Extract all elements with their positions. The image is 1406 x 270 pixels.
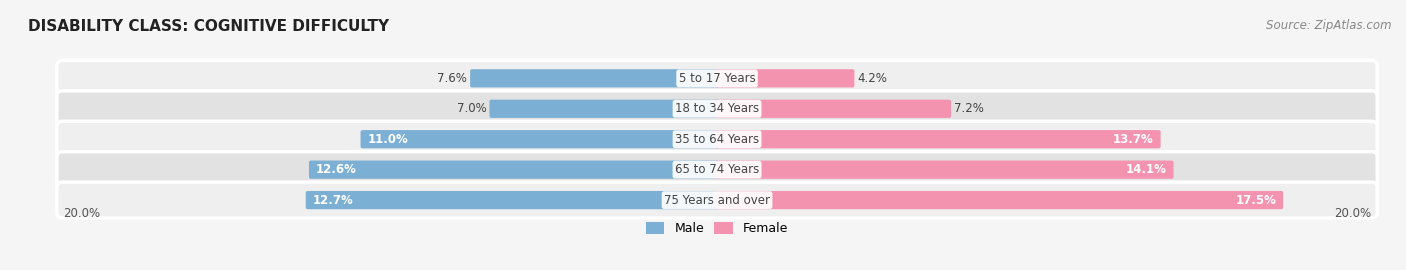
Text: 7.2%: 7.2% xyxy=(955,102,984,115)
Text: Source: ZipAtlas.com: Source: ZipAtlas.com xyxy=(1267,19,1392,32)
Text: 14.1%: 14.1% xyxy=(1126,163,1167,176)
FancyBboxPatch shape xyxy=(360,130,718,148)
Text: 65 to 74 Years: 65 to 74 Years xyxy=(675,163,759,176)
FancyBboxPatch shape xyxy=(716,161,1174,179)
Text: 12.7%: 12.7% xyxy=(312,194,353,207)
Text: 13.7%: 13.7% xyxy=(1114,133,1154,146)
FancyBboxPatch shape xyxy=(56,152,1378,188)
FancyBboxPatch shape xyxy=(716,69,855,87)
Text: 5 to 17 Years: 5 to 17 Years xyxy=(679,72,755,85)
FancyBboxPatch shape xyxy=(470,69,718,87)
FancyBboxPatch shape xyxy=(716,130,1160,148)
Text: 20.0%: 20.0% xyxy=(1334,207,1371,220)
FancyBboxPatch shape xyxy=(716,191,1284,209)
FancyBboxPatch shape xyxy=(56,91,1378,127)
Text: 7.6%: 7.6% xyxy=(437,72,467,85)
FancyBboxPatch shape xyxy=(56,182,1378,218)
Text: 75 Years and over: 75 Years and over xyxy=(664,194,770,207)
Text: DISABILITY CLASS: COGNITIVE DIFFICULTY: DISABILITY CLASS: COGNITIVE DIFFICULTY xyxy=(28,19,389,34)
Text: 4.2%: 4.2% xyxy=(858,72,887,85)
Text: 17.5%: 17.5% xyxy=(1236,194,1277,207)
FancyBboxPatch shape xyxy=(56,121,1378,157)
FancyBboxPatch shape xyxy=(305,191,718,209)
FancyBboxPatch shape xyxy=(716,100,950,118)
FancyBboxPatch shape xyxy=(489,100,718,118)
FancyBboxPatch shape xyxy=(56,60,1378,96)
Text: 7.0%: 7.0% xyxy=(457,102,486,115)
FancyBboxPatch shape xyxy=(309,161,718,179)
Text: 35 to 64 Years: 35 to 64 Years xyxy=(675,133,759,146)
Text: 12.6%: 12.6% xyxy=(316,163,357,176)
Text: 18 to 34 Years: 18 to 34 Years xyxy=(675,102,759,115)
Text: 11.0%: 11.0% xyxy=(367,133,408,146)
Text: 20.0%: 20.0% xyxy=(63,207,100,220)
Legend: Male, Female: Male, Female xyxy=(645,222,789,235)
